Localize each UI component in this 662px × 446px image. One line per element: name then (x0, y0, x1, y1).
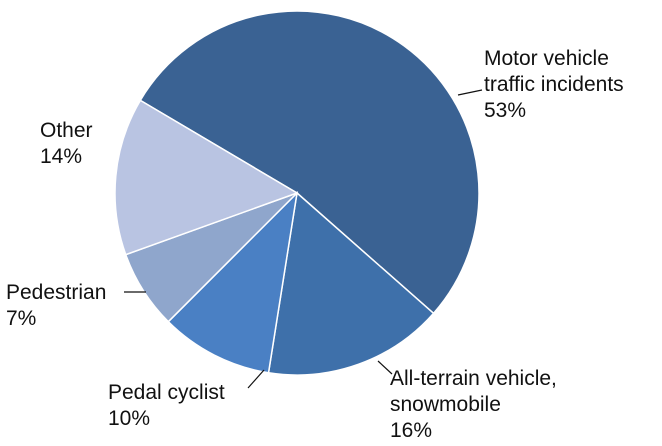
category-label: All-terrain vehicle, snowmobile (390, 367, 557, 416)
category-label: Other (40, 119, 93, 142)
pie-slice (139, 10, 480, 315)
pie-slice (267, 191, 435, 376)
value-label: 10% (108, 407, 151, 430)
slice-label: Other 14% (40, 118, 120, 170)
pie-slice (167, 190, 299, 374)
leader-line (247, 369, 265, 389)
value-label: 7% (6, 307, 37, 330)
slice-label: Pedestrian 7% (6, 280, 126, 332)
value-label: 53% (484, 99, 527, 122)
leader-line (377, 360, 393, 375)
slice-label: All-terrain vehicle, snowmobile 16% (390, 366, 630, 444)
value-label: 14% (40, 145, 83, 168)
slice-label: Motor vehicle traffic incidents 53% (484, 46, 662, 124)
category-label: Pedestrian (6, 281, 107, 304)
leader-line (457, 89, 483, 96)
category-label: Pedal cyclist (108, 381, 225, 404)
value-label: 16% (390, 419, 433, 442)
pie-slice (114, 99, 299, 256)
category-label: Motor vehicle traffic incidents (484, 47, 624, 96)
slice-label: Pedal cyclist 10% (108, 380, 258, 432)
